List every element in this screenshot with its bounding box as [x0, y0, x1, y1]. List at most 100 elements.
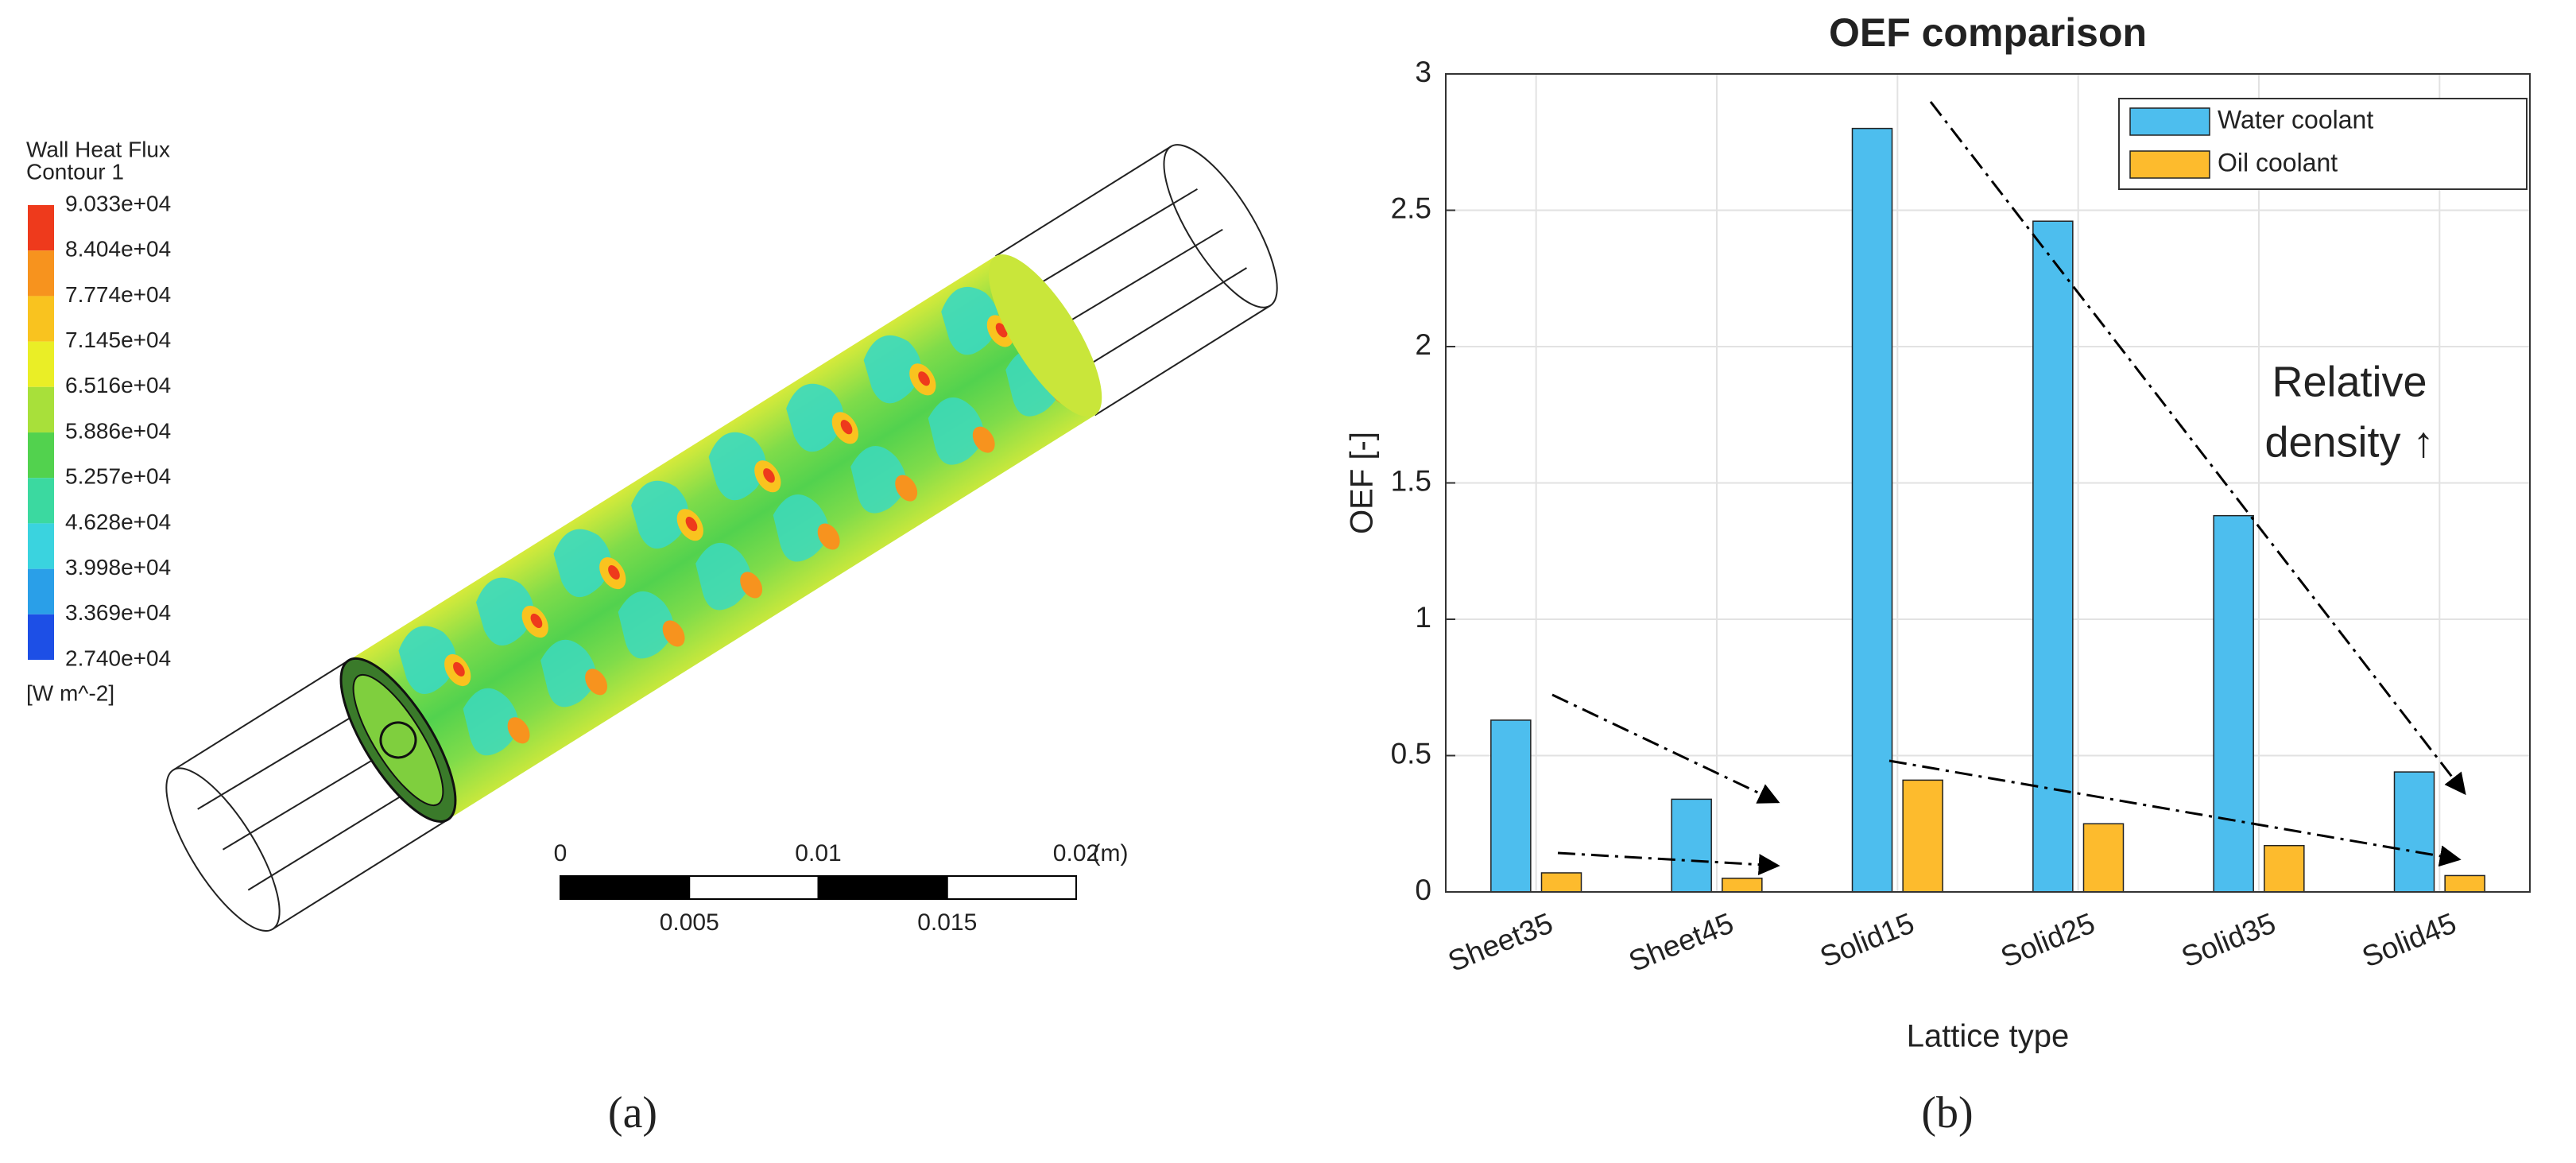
contour-blob	[695, 542, 751, 611]
legend-swatch	[2129, 150, 2210, 179]
colorbar-band	[28, 568, 54, 614]
colorbar-band	[28, 296, 54, 342]
cylinder-end	[988, 254, 1102, 417]
contour-blob	[850, 446, 906, 514]
contour-blob	[463, 688, 519, 756]
colorbar-title: Wall Heat Flux	[26, 137, 170, 161]
colorbar-band	[28, 523, 54, 569]
colorbar-tick-label: 8.404e+04	[65, 237, 171, 262]
bar	[2082, 823, 2125, 893]
bar	[2444, 874, 2485, 893]
legend-label: Water coolant	[2218, 105, 2373, 134]
contour-hot	[817, 523, 840, 550]
colorbar-tick-label: 5.886e+04	[65, 418, 171, 443]
bar	[2264, 844, 2305, 893]
colorbar-tick-label: 6.516e+04	[65, 373, 171, 397]
colorbar-unit: [W m^-2]	[26, 680, 114, 705]
cylinder-render	[165, 144, 1278, 932]
x-tick-label: Solid45	[2357, 906, 2461, 973]
y-tick-label: 2	[1415, 328, 1431, 361]
colorbar-tick-label: 9.033e+04	[65, 191, 171, 215]
cylinder-core	[379, 721, 417, 759]
contour-hot	[453, 661, 465, 676]
contour-blob	[398, 626, 456, 694]
y-axis-label: OEF [-]	[1345, 432, 1380, 534]
legend-label: Oil coolant	[2218, 148, 2338, 176]
colorbar-band	[28, 478, 54, 524]
colorbar-tick-label: 7.774e+04	[65, 282, 171, 307]
x-tick-label: Solid25	[1997, 906, 2100, 973]
contour-blob	[631, 480, 689, 549]
scale-bar-segment	[560, 875, 691, 900]
contour-hot	[507, 717, 530, 744]
annotation: Relative	[2272, 358, 2427, 405]
bar	[1671, 798, 1712, 893]
scale-bar-segment	[946, 875, 1077, 900]
contour-hot	[763, 468, 775, 483]
colorbar-tick-label: 5.257e+04	[65, 464, 171, 489]
colorbar-tick-label: 3.369e+04	[65, 600, 171, 625]
bar	[1722, 878, 1763, 893]
contour-blob	[928, 397, 984, 465]
colorbar-band	[28, 432, 54, 479]
x-tick-label: Solid15	[1815, 906, 1919, 973]
bar	[2213, 514, 2254, 893]
contour-blob	[553, 529, 611, 598]
colorbar-band	[28, 250, 54, 297]
cylinder-body	[348, 256, 1095, 820]
y-tick-label: 3	[1415, 56, 1431, 88]
x-tick-label: Sheet45	[1624, 906, 1737, 978]
colorbar-band	[28, 386, 54, 433]
y-tick-label: 0.5	[1391, 737, 1431, 770]
contour-blob	[618, 591, 674, 659]
colorbar-band	[28, 205, 54, 251]
contour-blob	[773, 494, 829, 562]
colorbar-tick-label: 7.145e+04	[65, 328, 171, 352]
bar	[1851, 127, 1893, 893]
contour-blob	[476, 577, 534, 646]
colorbar-tick-label: 4.628e+04	[65, 510, 171, 534]
scale-bar-segment	[817, 875, 948, 900]
colorbar-tick-label: 3.998e+04	[65, 555, 171, 580]
y-tick-label: 1.5	[1391, 464, 1431, 497]
scale-tick-label: 0.02	[1053, 840, 1099, 866]
contour-hot	[740, 572, 763, 599]
scale-bar-segment	[688, 875, 819, 900]
y-tick-label: 2.5	[1391, 192, 1431, 224]
contour-hot	[685, 517, 698, 532]
y-tick-label: 0	[1415, 874, 1431, 906]
colorbar-tick-label: 2.740e+04	[65, 645, 171, 670]
colorbar-band	[28, 341, 54, 387]
contour-blob	[708, 432, 766, 501]
colorbar-band	[28, 614, 54, 660]
scale-tick-label: 0.005	[660, 909, 719, 936]
trend-arrows	[1551, 101, 2466, 876]
contour-blob	[863, 335, 921, 404]
x-axis-label: Lattice type	[1907, 1019, 2070, 1054]
contour-hot	[840, 420, 853, 435]
bar	[1902, 779, 1943, 893]
axes-box	[1445, 73, 2531, 893]
bar	[1540, 872, 1582, 893]
contour-blob	[786, 383, 844, 452]
contour-hot	[530, 613, 543, 629]
panel-label: (a)	[608, 1088, 657, 1138]
annotation: density ↑	[2264, 418, 2434, 466]
legend-swatch	[2129, 107, 2210, 136]
scale-unit: (m)	[1093, 840, 1129, 866]
y-tick-label: 1	[1415, 601, 1431, 634]
bar	[1490, 719, 1532, 893]
contour-hot	[972, 426, 995, 453]
x-tick-label: Sheet35	[1443, 906, 1557, 978]
contour-hot	[662, 620, 685, 647]
panel-label: (b)	[1921, 1088, 1973, 1138]
cylinder-inlet-inner	[352, 673, 444, 807]
scale-tick-label: 0.01	[795, 840, 841, 866]
contour-hot	[918, 371, 930, 386]
contour-blob	[540, 639, 596, 707]
contour-hot	[895, 475, 918, 502]
scale-tick-label: 0.015	[917, 909, 977, 936]
contour-hot	[585, 669, 608, 696]
contour-hot	[608, 564, 620, 580]
